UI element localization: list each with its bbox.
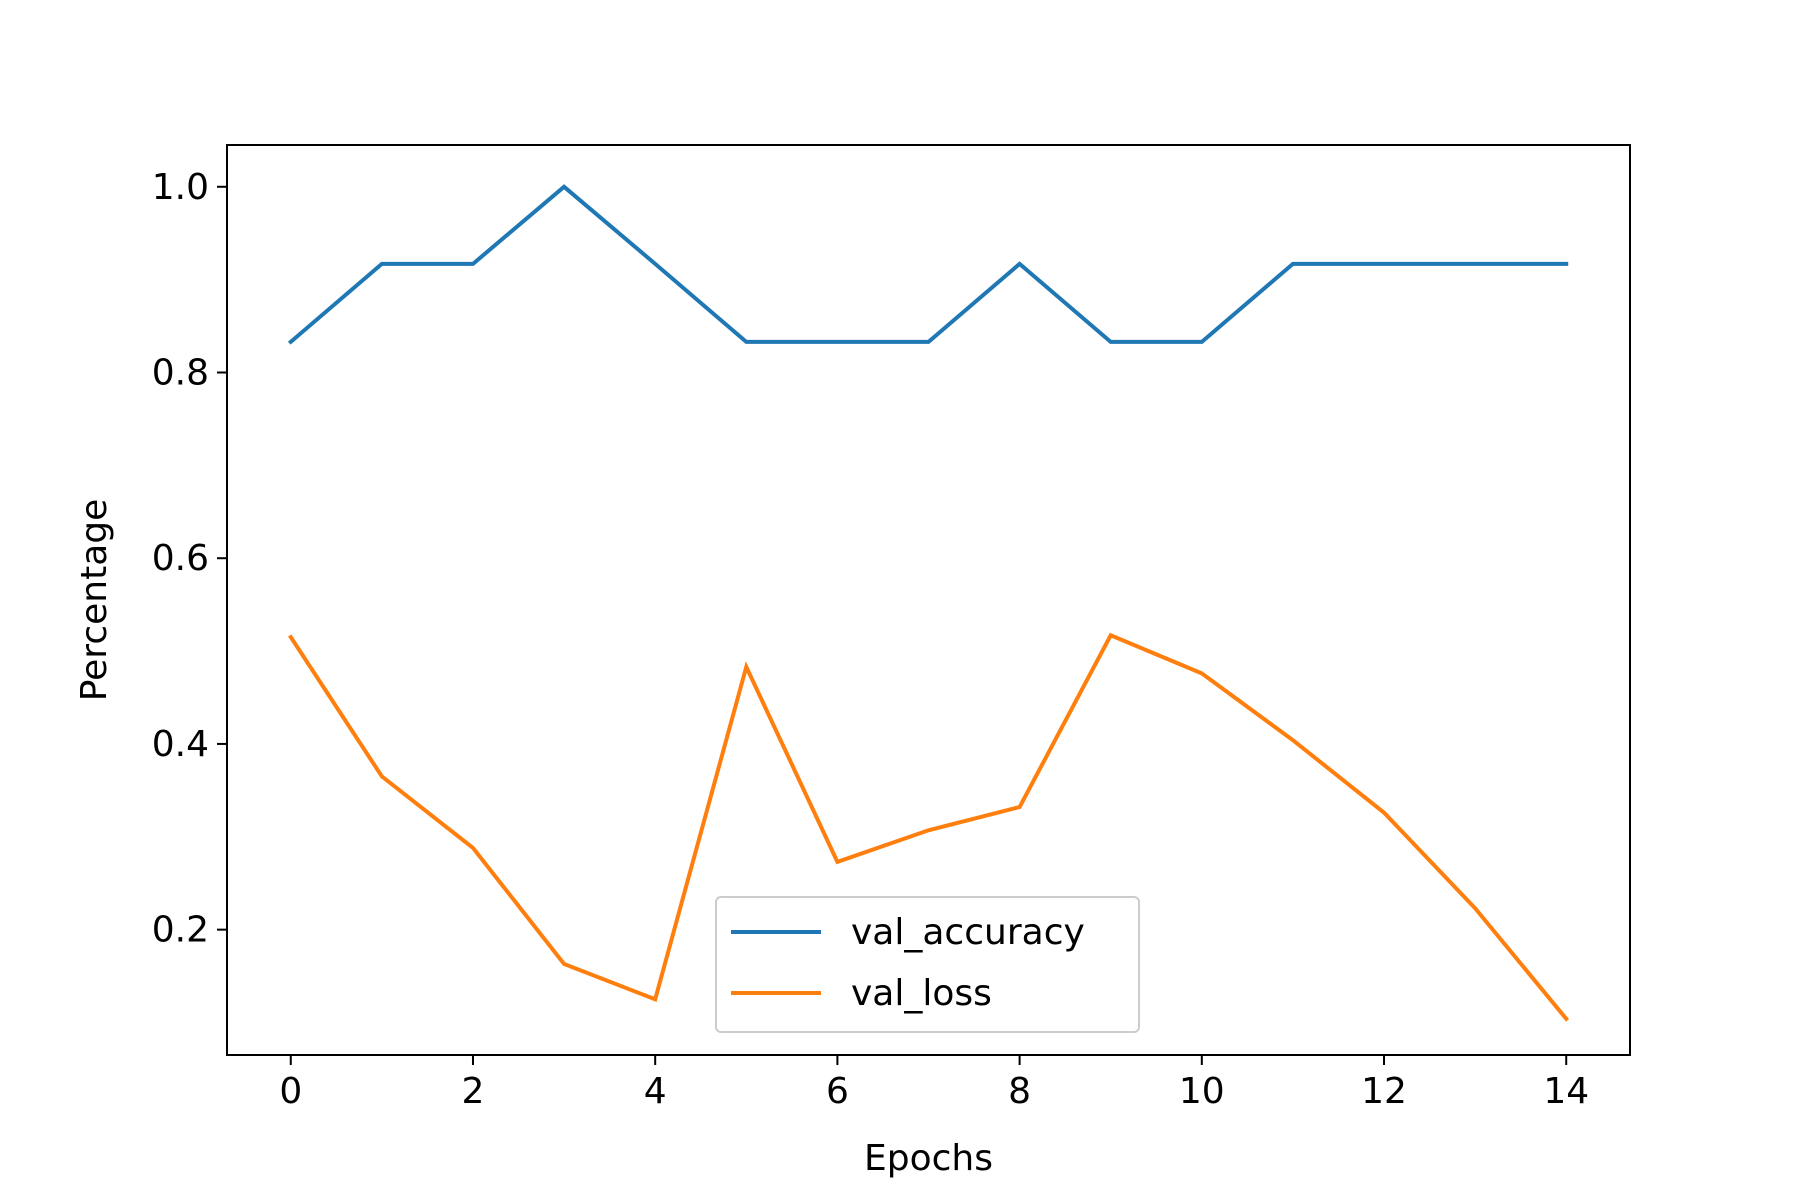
y-tick-label: 0.6: [152, 538, 209, 579]
y-tick-label: 0.2: [152, 910, 209, 951]
series-line-val-loss: [288, 632, 1570, 1022]
y-tick-label: 0.8: [152, 353, 209, 394]
y-tick-label: 1.0: [152, 167, 209, 208]
x-tick-label: 14: [1543, 1071, 1589, 1112]
series-layer: [287, 184, 1570, 1022]
x-tick-label: 4: [644, 1071, 667, 1112]
legend-label-val-accuracy: val_accuracy: [851, 912, 1085, 953]
series-line-val-accuracy: [287, 184, 1569, 345]
y-axis-label: Percentage: [74, 499, 115, 702]
x-tick-label: 10: [1179, 1071, 1225, 1112]
x-tick-label: 8: [1008, 1071, 1031, 1112]
y-tick-label: 0.4: [152, 724, 209, 765]
legend-frame: [715, 896, 1140, 1033]
legend-label-val-loss: val_loss: [851, 973, 992, 1014]
x-axis-label: Epochs: [864, 1138, 993, 1179]
ticks-layer: 0 2 4 6 8 10 12 14 0.2 0.4 0.6 0.8 1.0: [152, 167, 1589, 1112]
x-tick-label: 12: [1361, 1071, 1407, 1112]
legend: val_accuracy val_loss: [715, 896, 1140, 1033]
x-tick-label: 6: [826, 1071, 849, 1112]
x-tick-label: 0: [279, 1071, 302, 1112]
plot-frame: [226, 144, 1631, 1056]
x-tick-label: 2: [462, 1071, 485, 1112]
